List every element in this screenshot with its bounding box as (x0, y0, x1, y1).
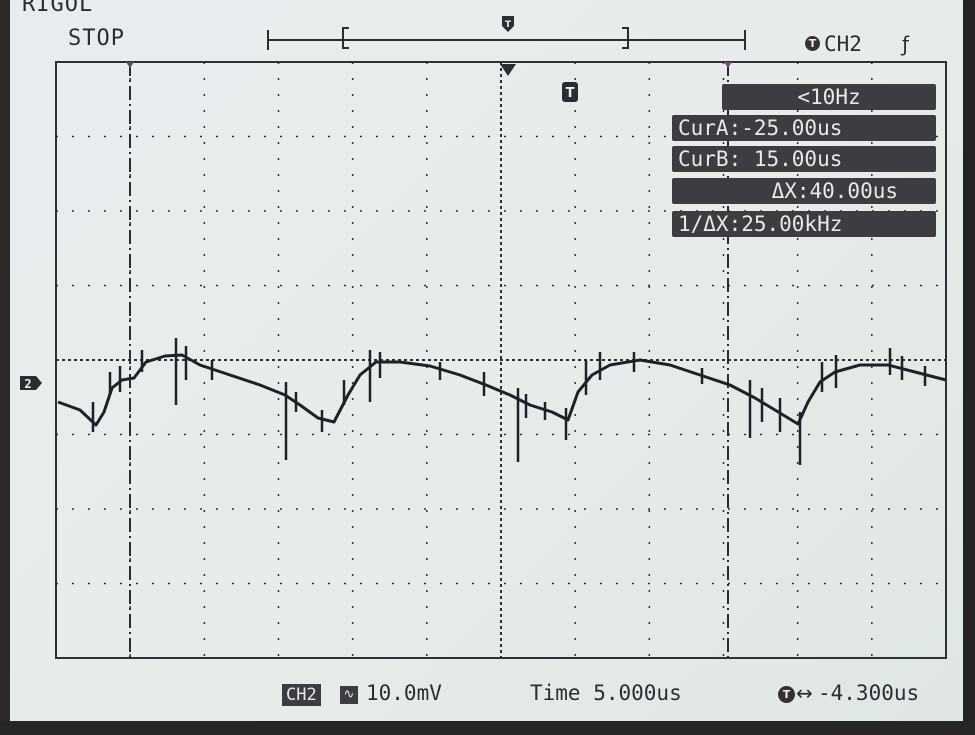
channel-2-marker: 2 (20, 376, 42, 391)
trigger-icon: T (778, 686, 795, 703)
svg-text:T: T (505, 20, 512, 30)
offset-arrow-icon: ↔ (796, 681, 813, 705)
bezel-bottom (0, 721, 975, 735)
bezel-right (963, 0, 975, 735)
run-status: STOP (68, 26, 125, 51)
memory-position-bar (267, 27, 746, 50)
trigger-icon: T (805, 36, 820, 51)
cursor-b-readout: CurB: 15.00us (672, 146, 936, 172)
delta-x-readout: ΔX:40.00us (672, 178, 936, 204)
cursor-a-readout: CurA:-25.00us (672, 115, 936, 141)
volts-per-div-readout: 10.0mV (366, 681, 442, 705)
trigger-offset-readout: -4.300us (818, 681, 920, 705)
bezel-left (0, 0, 10, 735)
graticule (55, 61, 947, 659)
memory-trigger-marker: T (502, 16, 514, 32)
ch2-waveform-trace (57, 338, 947, 465)
ac-coupling-icon: ∿ (340, 686, 358, 704)
frequency-readout: <10Hz (722, 84, 936, 110)
svg-text:2: 2 (24, 377, 31, 391)
cursor-a-line (126, 62, 134, 658)
inverse-delta-x-readout: 1/ΔX:25.00kHz (672, 211, 936, 237)
trace-path (57, 353, 947, 427)
rising-edge-icon: ƒ (902, 32, 910, 56)
brand-label: RIGOL (22, 0, 94, 17)
timebase-readout: Time 5.000us (530, 681, 682, 705)
trigger-position-marker: T (500, 64, 578, 102)
channel-2-badge: CH2 (282, 684, 321, 706)
svg-text:T: T (566, 86, 575, 101)
trigger-channel-label: CH2 (824, 32, 862, 56)
